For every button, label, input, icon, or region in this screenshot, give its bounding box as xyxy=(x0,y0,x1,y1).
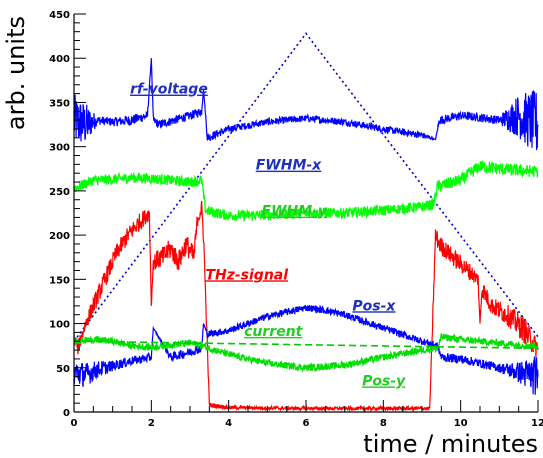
y-tick-label: 300 xyxy=(49,143,70,154)
series-pos-y xyxy=(73,333,539,373)
annotation-rf-voltage: rf-voltage xyxy=(130,82,208,98)
y-tick-label: 0 xyxy=(63,408,70,419)
y-axis-title: arb. units xyxy=(2,16,30,130)
series-rf-voltage xyxy=(73,32,539,342)
y-tick-label: 50 xyxy=(56,364,70,375)
series-layer xyxy=(73,32,539,413)
annotation-fwhm-x: FWHM-x xyxy=(256,158,322,174)
series-pos-x xyxy=(73,304,539,395)
series-current xyxy=(73,340,539,350)
x-tick-label: 2 xyxy=(148,418,155,429)
y-tick-label: 200 xyxy=(49,231,70,242)
annotation-fwhm-y: FWHM-y xyxy=(262,204,328,220)
y-tick-label: 100 xyxy=(49,320,70,331)
y-tick-label: 400 xyxy=(49,54,70,65)
y-tick-label: 250 xyxy=(49,187,70,198)
x-tick-label: 8 xyxy=(380,418,387,429)
series-fwhm-y xyxy=(73,160,539,223)
x-axis-title: time / minutes xyxy=(363,430,538,458)
annotation-pos-y: Pos-y xyxy=(362,373,406,389)
axis-layer: 0 2 4 6 8 10 12 0 50 100 150 200 250 300 350 400 450 time… xyxy=(2,10,543,458)
series-thz-signal xyxy=(73,200,539,413)
x-tick-label: 0 xyxy=(71,418,78,429)
x-tick-label: 6 xyxy=(303,418,310,429)
x-tick-label: 12 xyxy=(531,418,543,429)
series-fwhm-x xyxy=(73,58,539,151)
x-tick-label: 10 xyxy=(454,418,468,429)
annotation-current: current xyxy=(244,324,304,340)
annotation-thz-signal: THz-signal xyxy=(205,267,288,283)
y-tick-label: 350 xyxy=(49,98,70,109)
annotation-pos-x: Pos-x xyxy=(352,298,396,314)
y-tick-label: 450 xyxy=(49,10,70,21)
y-tick-label: 150 xyxy=(49,275,70,286)
x-tick-label: 4 xyxy=(225,418,232,429)
label-layer: rf-voltage FWHM-x FWHM-y THz-signal Pos-x cur… xyxy=(130,82,406,390)
